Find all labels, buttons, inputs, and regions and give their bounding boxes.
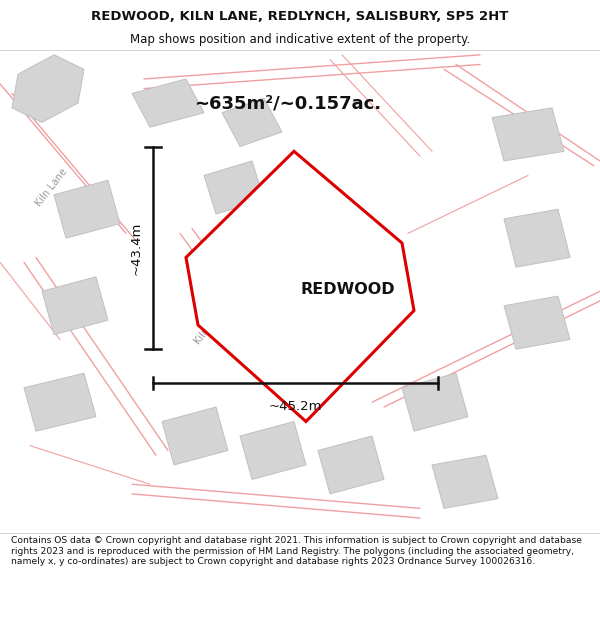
- Polygon shape: [24, 373, 96, 431]
- Text: Kiln Lane: Kiln Lane: [192, 304, 228, 346]
- Polygon shape: [240, 421, 306, 479]
- Text: ~635m²/~0.157ac.: ~635m²/~0.157ac.: [194, 94, 382, 112]
- Polygon shape: [504, 209, 570, 267]
- Polygon shape: [432, 455, 498, 508]
- Text: REDWOOD: REDWOOD: [301, 282, 395, 297]
- Text: REDWOOD, KILN LANE, REDLYNCH, SALISBURY, SP5 2HT: REDWOOD, KILN LANE, REDLYNCH, SALISBURY,…: [91, 10, 509, 23]
- Text: Kiln Lane: Kiln Lane: [33, 167, 69, 208]
- Text: Map shows position and indicative extent of the property.: Map shows position and indicative extent…: [130, 32, 470, 46]
- Polygon shape: [504, 296, 570, 349]
- Polygon shape: [354, 267, 414, 325]
- Polygon shape: [162, 407, 228, 465]
- Text: Contains OS data © Crown copyright and database right 2021. This information is : Contains OS data © Crown copyright and d…: [11, 536, 581, 566]
- Polygon shape: [186, 151, 414, 421]
- Polygon shape: [132, 79, 204, 128]
- Polygon shape: [492, 108, 564, 161]
- Polygon shape: [222, 98, 282, 146]
- Polygon shape: [42, 277, 108, 334]
- Polygon shape: [204, 161, 264, 214]
- Polygon shape: [54, 180, 120, 238]
- Polygon shape: [318, 436, 384, 494]
- Polygon shape: [402, 373, 468, 431]
- Text: ~43.4m: ~43.4m: [129, 221, 142, 274]
- Polygon shape: [12, 55, 84, 123]
- Text: ~45.2m: ~45.2m: [269, 400, 322, 412]
- Polygon shape: [288, 214, 348, 272]
